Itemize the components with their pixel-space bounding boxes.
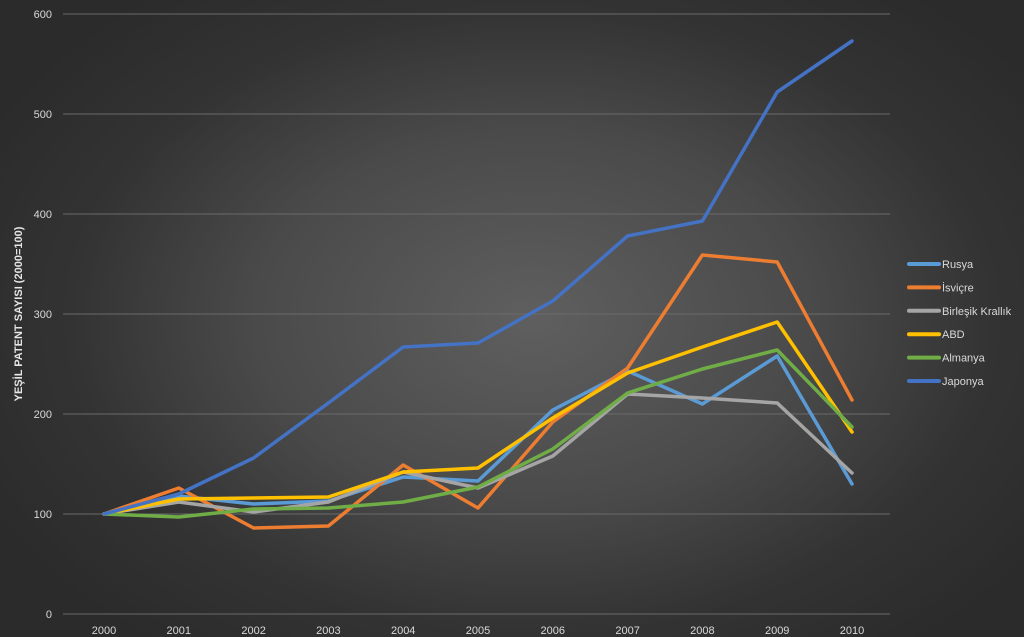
x-tick-label: 2001 — [167, 625, 191, 637]
y-tick-label: 600 — [34, 9, 52, 21]
y-tick-label: 400 — [34, 209, 52, 221]
series-line-birleşik-krallık — [102, 392, 854, 516]
legend-item: Rusya — [907, 259, 974, 271]
legend: Rusya İsviçre Birleşik Krallık ABD Almanya Ja… — [907, 259, 1012, 388]
series-line-abd — [102, 320, 854, 516]
y-axis-ticks: 0 100 200 300 400 500 600 — [34, 9, 52, 621]
series-line-almanya — [102, 348, 854, 519]
legend-label: İsviçre — [942, 281, 974, 294]
legend-label: Japonya — [942, 376, 984, 388]
y-axis-title: YEŞİL PATENT SAYISI (2000=100) — [12, 226, 25, 401]
legend-item: Japonya — [907, 376, 984, 388]
y-tick-label: 300 — [34, 309, 52, 321]
legend-item: İsviçre — [907, 281, 974, 294]
y-tick-label: 100 — [34, 509, 52, 521]
legend-item: Almanya — [907, 353, 986, 365]
legend-item: ABD — [907, 329, 965, 341]
x-tick-label: 2003 — [316, 625, 340, 637]
series-line-rusya — [102, 354, 854, 516]
legend-label: ABD — [942, 329, 965, 341]
series-line-i-sviçre — [102, 253, 854, 530]
y-tick-label: 200 — [34, 409, 52, 421]
x-tick-label: 2007 — [615, 625, 639, 637]
x-tick-label: 2000 — [92, 625, 116, 637]
x-tick-label: 2010 — [840, 625, 864, 637]
x-axis-ticks: 2000 2001 2002 2003 2004 2005 2006 2007 2008 2009… — [92, 625, 864, 637]
x-tick-label: 2002 — [241, 625, 265, 637]
y-tick-label: 0 — [46, 609, 52, 621]
legend-item: Birleşik Krallık — [907, 306, 1012, 318]
series-lines — [102, 39, 854, 530]
y-tick-label: 500 — [34, 109, 52, 121]
x-tick-label: 2009 — [765, 625, 789, 637]
x-tick-label: 2008 — [690, 625, 714, 637]
legend-label: Almanya — [942, 353, 986, 365]
series-line-japonya — [102, 39, 854, 516]
x-tick-label: 2005 — [466, 625, 490, 637]
legend-label: Rusya — [942, 259, 974, 271]
gridlines — [63, 13, 890, 615]
legend-label: Birleşik Krallık — [942, 306, 1012, 318]
x-tick-label: 2006 — [541, 625, 565, 637]
x-tick-label: 2004 — [391, 625, 415, 637]
